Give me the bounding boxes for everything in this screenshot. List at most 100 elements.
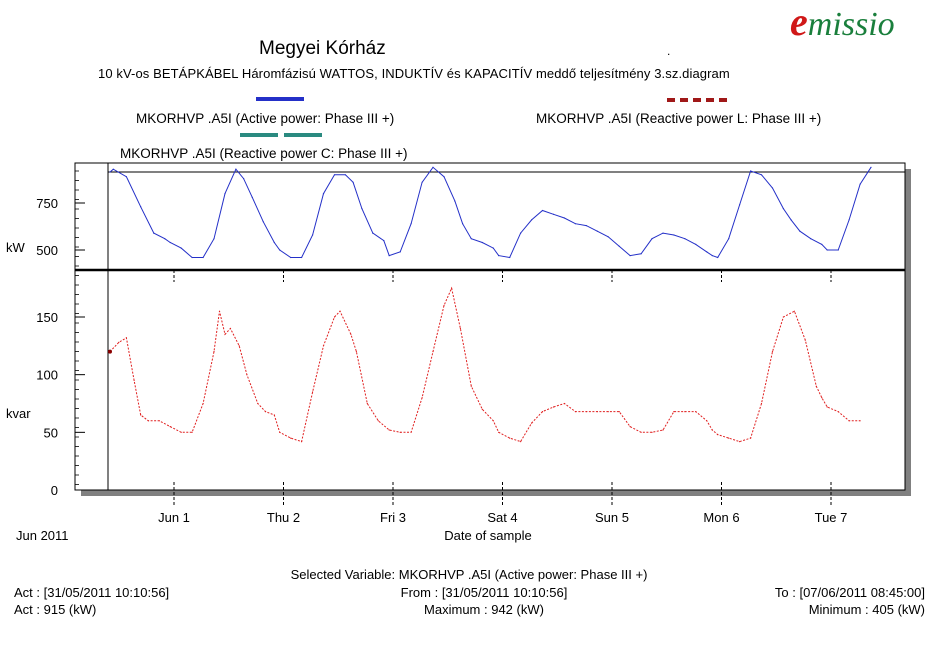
data-point [301,441,303,443]
data-point [169,426,171,428]
y-tick-label: 150 [36,310,58,325]
data-point [810,238,812,240]
data-point [596,230,598,232]
data-point [125,337,127,339]
legend-swatch-reactive-c [240,133,278,137]
x-month-label: Jun 2011 [16,528,69,543]
data-point [262,221,264,223]
data-point [432,166,434,168]
data-point [509,256,511,259]
data-point [421,397,423,399]
data-point [290,256,292,259]
y-tick-label: 100 [36,368,58,383]
chart-title: Megyei Kórház [259,38,386,59]
data-point [706,420,708,422]
data-point [728,437,730,439]
logo-e: e [790,0,808,44]
data-point [563,217,566,219]
active-power-line [109,166,872,259]
y-tick-label: 750 [36,196,58,211]
data-point [118,341,120,343]
data-point [279,431,281,433]
y-axis-label: kW [6,240,26,255]
data-point [711,429,713,431]
data-point [662,232,664,234]
data-point [492,420,494,422]
data-point [848,219,850,221]
x-axis-label: Date of sample [444,528,531,543]
data-point [520,441,522,443]
data-point [804,339,806,341]
data-point [728,238,730,240]
data-point [498,431,500,433]
data-point [443,176,445,178]
data-point [684,411,686,413]
data-point [717,434,719,436]
data-point [273,414,275,416]
data-point [462,223,464,225]
x-tick-label: Sat 4 [487,510,517,525]
title-dot: . [667,44,671,58]
legend-swatch-reactive-l [667,98,727,102]
data-point [695,411,697,413]
data-point [251,196,253,198]
data-point [158,420,160,422]
data-point [782,208,785,210]
data-point [821,243,823,245]
data-point [243,178,245,180]
data-point [279,249,281,251]
data-point [140,206,142,208]
data-point [640,253,642,255]
data-point [662,429,664,431]
data-point [695,243,697,245]
data-point [388,429,390,431]
data-point [541,411,544,413]
data-point [793,310,796,312]
data-point [322,345,325,347]
data-point [541,209,544,212]
data-point [191,431,193,433]
data-point [273,241,275,244]
data-point [585,225,587,227]
minimum-value: Minimum : 405 (kW) [808,602,925,617]
data-point [213,238,215,240]
data-point [481,241,483,244]
data-point [837,411,839,413]
y-tick-label: 0 [51,483,58,498]
data-point [191,256,193,259]
data-point [826,406,828,408]
data-point [399,251,401,253]
data-point [180,431,182,433]
data-point [322,193,325,195]
data-point [717,256,719,259]
data-point [355,351,357,353]
to-time: To : [07/06/2011 08:45:00] [774,585,925,600]
data-point [607,411,609,413]
y-tick-label: 50 [44,425,58,440]
data-point [257,402,259,405]
chart-axes [75,170,832,505]
data-point [140,414,142,416]
data-point [224,193,226,195]
data-point [383,240,385,242]
data-point [574,411,577,413]
data-point [870,166,872,168]
chart-frame [74,162,911,496]
data-point [821,397,823,399]
data-point [350,333,352,335]
data-point [246,374,248,376]
selected-variable: Selected Variable: MKORHVP .A5I (Active … [290,567,648,582]
data-point [459,327,461,330]
start-marker [108,349,112,354]
data-point [361,208,363,210]
data-point [629,255,631,257]
legend-label-reactive-l: MKORHVP .A5I (Reactive power L: Phase II… [536,111,822,126]
data-point [815,385,817,387]
data-point [673,411,675,413]
data-point [585,411,587,413]
data-point [388,255,390,257]
data-point [169,241,171,244]
data-point [333,316,336,318]
data-point [112,168,114,170]
